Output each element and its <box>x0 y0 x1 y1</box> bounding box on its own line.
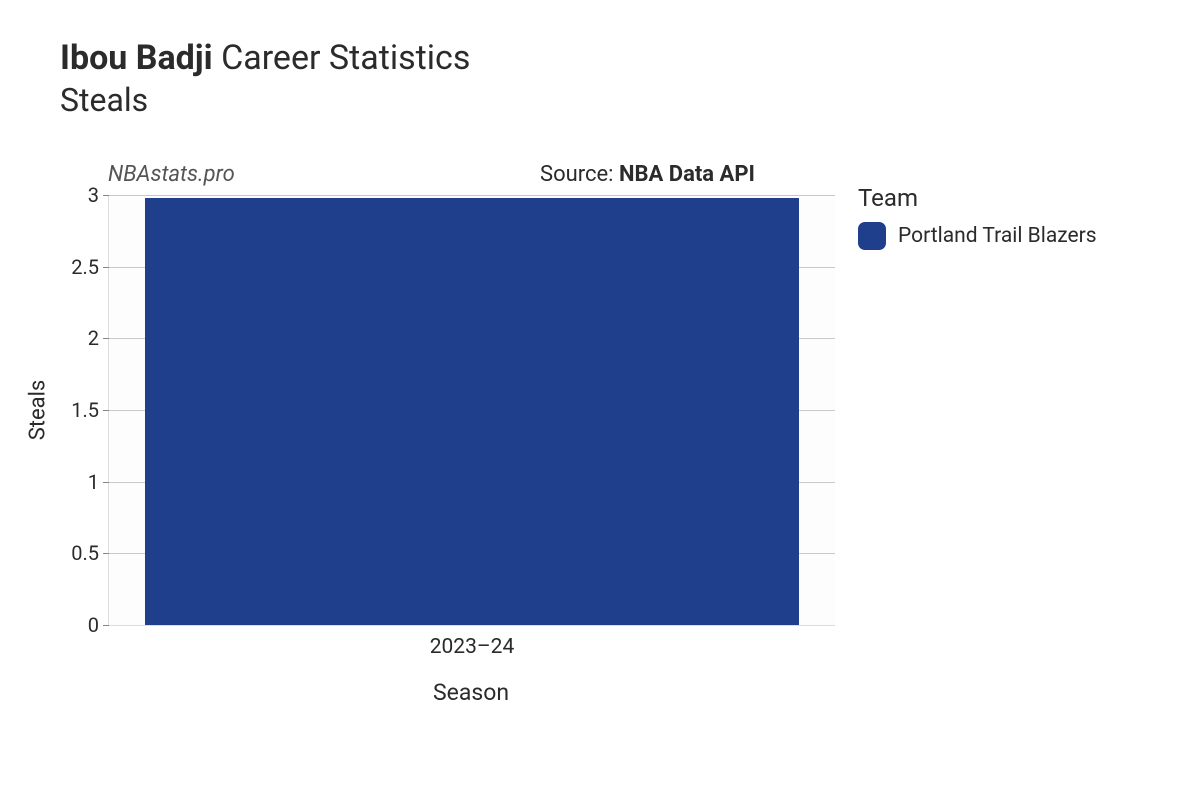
y-tick-mark <box>103 553 109 554</box>
chart-title-main: Ibou Badji Career Statistics <box>60 38 470 79</box>
x-tick-label: 2023–24 <box>430 635 515 659</box>
chart-title-block: Ibou Badji Career Statistics Steals <box>60 38 470 119</box>
y-tick-mark <box>103 482 109 483</box>
legend-items: Portland Trail Blazers <box>858 222 1097 250</box>
bar <box>145 198 798 625</box>
x-axis-title: Season <box>433 679 509 706</box>
y-tick-mark <box>103 267 109 268</box>
source-value: NBA Data API <box>619 162 755 187</box>
y-tick-mark <box>103 410 109 411</box>
y-tick-mark <box>103 625 109 626</box>
source-prefix: Source: <box>540 162 619 187</box>
plot-area: 00.511.522.532023–24 <box>108 195 835 626</box>
y-axis-title: Steals <box>26 380 51 441</box>
chart-subtitle: Steals <box>60 81 470 119</box>
chart-frame: Ibou Badji Career Statistics Steals NBAs… <box>0 0 1200 800</box>
y-tick-mark <box>103 338 109 339</box>
legend-label: Portland Trail Blazers <box>898 224 1097 248</box>
gridline <box>109 195 835 196</box>
watermark-text: NBAstats.pro <box>108 162 235 187</box>
legend-swatch <box>858 222 886 250</box>
legend: Team Portland Trail Blazers <box>858 184 1097 250</box>
title-suffix: Career Statistics <box>221 38 470 78</box>
source-attribution: Source: NBA Data API <box>540 162 755 187</box>
legend-item: Portland Trail Blazers <box>858 222 1097 250</box>
player-name: Ibou Badji <box>60 38 213 78</box>
legend-title: Team <box>858 184 1097 212</box>
y-tick-mark <box>103 195 109 196</box>
